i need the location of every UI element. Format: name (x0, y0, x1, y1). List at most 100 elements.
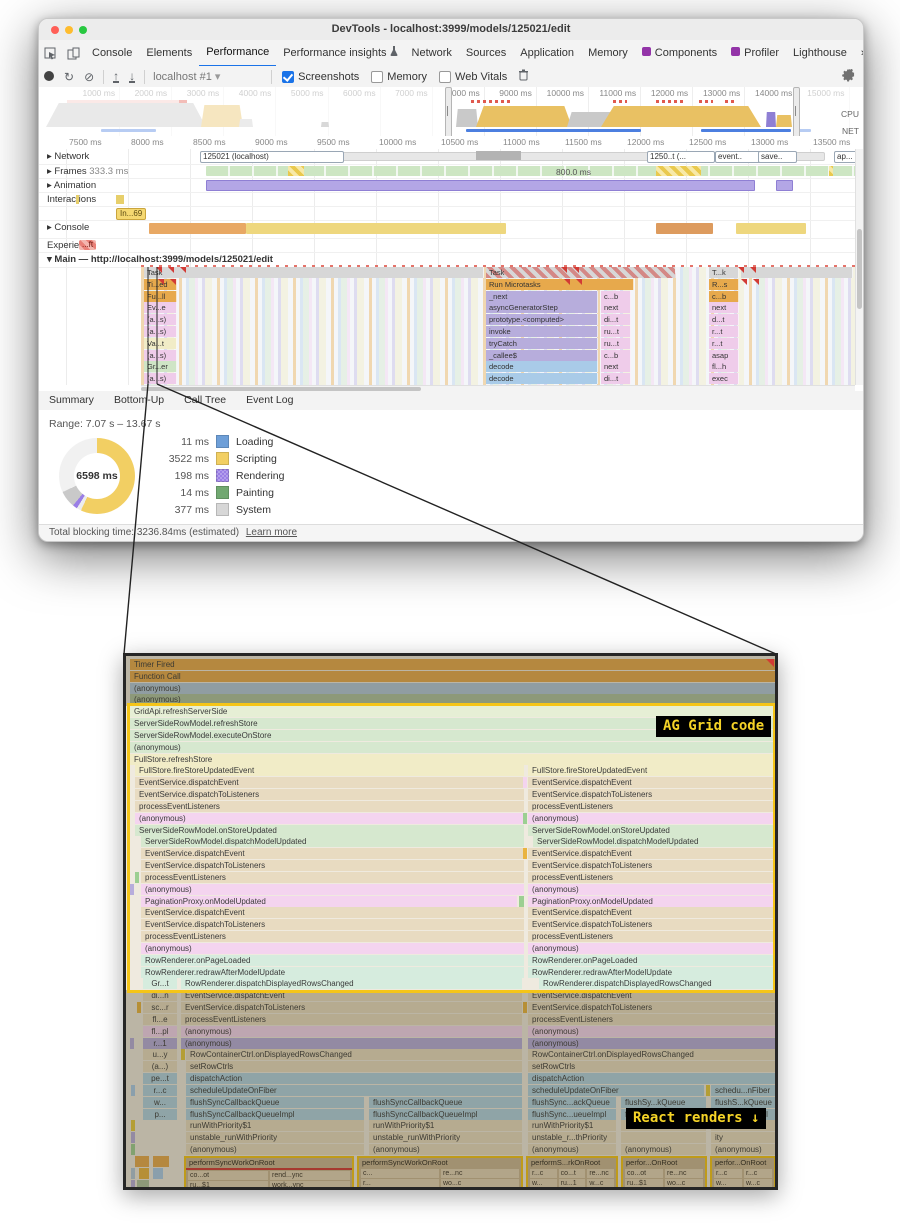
react-box-cell[interactable]: w...c (744, 1178, 772, 1187)
delete-recording-icon[interactable] (518, 69, 529, 84)
flame-segment[interactable]: di...t (601, 373, 631, 385)
detail-flame-segment[interactable]: schedu...nFiber (711, 1084, 775, 1096)
react-box-cell[interactable]: re...nc (441, 1168, 519, 1178)
flame-segment[interactable]: (a...s) (144, 326, 177, 337)
detail-flame-segment[interactable]: Function Call (130, 670, 775, 682)
detail-flame-segment[interactable]: runWithPriority$1 (186, 1120, 364, 1132)
console-task-bar[interactable] (736, 223, 806, 234)
flame-segment[interactable]: next (601, 302, 631, 314)
detail-flame-segment[interactable]: RowRenderer.onPageLoaded (528, 954, 775, 966)
detail-flame-segment[interactable]: RowRenderer.dispatchDisplayedRowsChanged (539, 978, 775, 990)
flame-segment[interactable]: (a...s) (144, 349, 177, 361)
detail-flame-segment[interactable]: EventService.dispatchToListeners (181, 1002, 522, 1014)
flame-segment[interactable]: c...b (601, 290, 631, 302)
flame-segment[interactable]: ru...t (601, 337, 631, 349)
load-profile-icon[interactable]: ↑ (113, 68, 120, 83)
flame-segment[interactable]: invoke (486, 326, 598, 337)
react-box-cell[interactable]: w...c (587, 1178, 615, 1187)
detail-flame-segment[interactable]: w... (143, 1096, 177, 1108)
react-box-cell[interactable]: co...ot (188, 1170, 268, 1180)
detail-flame-segment[interactable] (135, 871, 139, 883)
flame-segment[interactable]: Run Microtasks (486, 278, 634, 290)
react-box-cell[interactable]: work...ync (270, 1180, 350, 1187)
detail-flame-segment[interactable]: flushSyncCallbackQueue (369, 1096, 522, 1108)
detail-flame-segment[interactable]: flushSync...ueueImpl (528, 1108, 616, 1120)
network-request-pill[interactable]: 125021 (localhost) (200, 151, 344, 163)
tab-elements[interactable]: Elements (146, 47, 193, 59)
detail-flame-segment[interactable]: (anonymous) (130, 682, 775, 694)
flame-segment[interactable]: tryCatch (486, 337, 598, 349)
detail-flame-segment[interactable]: processEventListeners (528, 871, 775, 883)
detail-flame-segment[interactable] (523, 1002, 527, 1014)
detail-flame-segment[interactable]: processEventListeners (141, 871, 524, 883)
detail-flame-segment[interactable]: processEventListeners (141, 931, 524, 943)
track-label-network[interactable]: ▸ Network (47, 151, 90, 162)
flame-segment[interactable]: T...k (709, 267, 739, 278)
checkbox-screenshots[interactable]: Screenshots (282, 70, 359, 83)
console-task-bar[interactable] (149, 223, 246, 234)
detail-flame-segment[interactable]: ServerSideRowModel.dispatchModelUpdated (533, 836, 775, 848)
detail-flame-segment[interactable]: u...y (143, 1049, 177, 1061)
react-box-cell[interactable]: re...nc (665, 1168, 703, 1178)
detail-flame-segment[interactable]: (anonymous) (528, 1144, 616, 1156)
detail-flame-segment[interactable]: flushSy...kQueue (621, 1096, 706, 1108)
detail-flame-segment[interactable]: ServerSideRowModel.dispatchModelUpdated (141, 836, 524, 848)
detail-flame-segment[interactable]: ity (711, 1132, 775, 1144)
detail-flame-segment[interactable]: ServerSideRowModel.onStoreUpdated (135, 824, 524, 836)
detail-flame-segment[interactable]: Timer Fired (130, 659, 775, 670)
detail-flame-segment[interactable]: FullStore.fireStoreUpdatedEvent (528, 765, 775, 777)
flame-segment[interactable]: c...b (709, 290, 739, 302)
detail-flame-segment[interactable]: unstable_runWithPriority (186, 1132, 364, 1144)
console-task-bar[interactable] (656, 223, 713, 234)
tab-console[interactable]: Console (92, 47, 133, 59)
tab-performance-insights[interactable]: Performance insights (276, 40, 404, 66)
performsyncworkonroot-box[interactable]: performSyncWorkOnRoot c... re...nc r... wo..… (357, 1155, 523, 1187)
react-box-cell[interactable]: r... (361, 1178, 439, 1187)
console-task-bar[interactable] (246, 223, 506, 234)
react-box-cell[interactable]: co...ot (625, 1168, 663, 1178)
react-box-cell[interactable]: r...c (714, 1168, 742, 1178)
detail-flame-segment[interactable]: di...n (143, 990, 177, 1002)
track-label-animation[interactable]: ▸ Animation (47, 180, 97, 191)
tab-application[interactable]: Application (520, 47, 575, 59)
tab-profiler[interactable]: Profiler (724, 40, 786, 66)
detail-flame-segment[interactable]: (anonymous) (135, 812, 524, 824)
flame-segment[interactable]: di...t (601, 314, 631, 326)
detail-flame-segment[interactable]: (anonymous) (181, 1025, 522, 1037)
detail-flame-segment[interactable]: r...1 (143, 1037, 177, 1049)
detail-flame-segment[interactable]: EventService.dispatchToListeners (528, 1002, 775, 1014)
flame-segment[interactable]: Fu...ll (144, 290, 177, 302)
detail-flame-segment[interactable]: runWithPriority$1 (369, 1120, 522, 1132)
detail-flame-segment[interactable] (523, 812, 527, 824)
scrollbar-thumb[interactable] (857, 229, 862, 309)
flame-segment[interactable]: (a...s) (144, 373, 177, 385)
minimize-window-button[interactable] (65, 26, 73, 34)
save-profile-icon[interactable]: ↓ (129, 68, 136, 83)
tab-lighthouse[interactable]: Lighthouse (793, 47, 847, 59)
detail-flame-segment[interactable]: processEventListeners (528, 800, 775, 812)
react-box-cell[interactable]: ru...$1 (188, 1180, 268, 1187)
detail-flame-segment[interactable]: RowContainerCtrl.onDisplayedRowsChanged (186, 1049, 522, 1061)
react-box-cell[interactable]: w... (714, 1178, 742, 1187)
detail-flame-segment[interactable]: (anonymous) (369, 1144, 522, 1156)
detail-flame-segment[interactable]: sc...r (143, 1002, 177, 1014)
flame-vertical-scrollbar[interactable] (855, 149, 863, 385)
performsyncworkonroot-box[interactable]: perfor...OnRootr...cr...cw...w...cp...kp… (710, 1155, 775, 1187)
flame-segment[interactable]: next (709, 302, 739, 314)
detail-flame-segment[interactable]: EventService.dispatchEvent (141, 907, 524, 919)
capture-settings-gear-icon[interactable] (842, 68, 855, 85)
detail-flame-segment[interactable]: EventService.dispatchEvent (528, 848, 775, 860)
animation-bar[interactable] (776, 180, 793, 191)
detail-flame-segment[interactable] (181, 1049, 185, 1061)
detail-flame-segment[interactable]: dispatchAction (528, 1073, 775, 1085)
detail-flame-segment[interactable]: (anonymous) (528, 942, 775, 954)
network-request-pill[interactable]: save.. (758, 151, 797, 163)
flame-segment[interactable]: Task (144, 267, 484, 278)
detail-flame-segment[interactable]: processEventListeners (135, 800, 524, 812)
reload-and-record-button[interactable]: ↻ (64, 69, 75, 84)
detail-flame-segment[interactable]: RowRenderer.onPageLoaded (141, 954, 524, 966)
detail-flame-segment[interactable]: (anonymous) (711, 1144, 775, 1156)
flame-segment[interactable]: decode (486, 361, 598, 373)
detail-flame-segment[interactable]: PaginationProxy.onModelUpdated (141, 895, 517, 907)
detail-flame-segment[interactable]: EventService.dispatchEvent (528, 777, 775, 789)
